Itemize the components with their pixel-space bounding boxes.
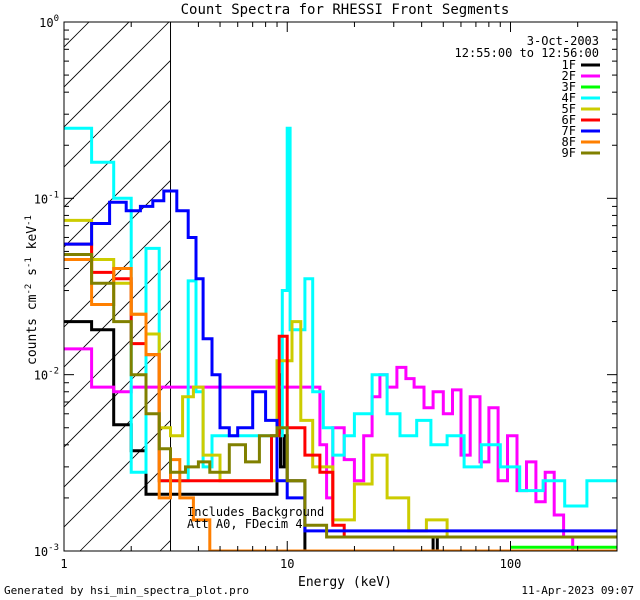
generated-by-label: Generated by hsi_min_spectra_plot.pro [4,584,249,597]
hatch-line [64,22,170,128]
hatch-line [64,379,171,488]
plot-frame [63,21,618,552]
y-axis-label-exp: -1 [24,257,34,268]
y-axis-label-exp: -1 [24,215,34,226]
series-line-9F [64,253,617,539]
date-label: 3-Oct-2003 [527,34,599,48]
axis-ticks [63,21,618,552]
y-axis-label-part: keV [25,226,40,257]
legend-label-1F: 1F [562,58,576,72]
series-group [64,126,617,551]
y-tick-label: 10-1 [34,190,59,206]
legend-label-8F: 8F [562,135,576,149]
x-tick-label: 1 [60,557,67,571]
hatch-line [64,419,171,528]
hatch-line [64,219,171,328]
legend-label-7F: 7F [562,124,576,138]
y-tick-label: 10-2 [34,367,59,383]
hatch-line [64,99,171,208]
y-axis-label: counts cm-2 s-1 keV-1 [24,215,40,365]
x-tick-label: 100 [500,557,522,571]
legend-label-4F: 4F [562,91,576,105]
legend-label-3F: 3F [562,80,576,94]
legend-label-5F: 5F [562,102,576,116]
x-axis-label: Energy (keV) [298,575,392,590]
chart-title: Count Spectra for RHESSI Front Segments [181,2,510,18]
hatch-line [64,59,171,168]
y-axis-label-part: counts cm [25,294,40,365]
y-tick-labels: 10-3 10-2 10-1 100 [34,14,59,559]
hatch-line [79,459,171,551]
y-tick-label: 100 [39,14,59,30]
legend-label-9F: 9F [562,146,576,160]
y-axis-label-part: s [25,268,40,284]
x-tick-labels: 1 10 100 [60,557,521,571]
legend-label-2F: 2F [562,69,576,83]
y-tick-label: 10-3 [34,543,59,559]
y-axis-label-exp: -2 [24,284,34,295]
series-line-7F [64,189,617,533]
legend-label-6F: 6F [562,113,576,127]
annotation-attenuator: Att A0, FDecim 4 [187,517,303,531]
time-range-label: 12:55:00 to 12:56:00 [455,46,600,60]
annotation-background: Includes Background [187,505,324,519]
x-tick-label: 10 [280,557,294,571]
generation-timestamp: 11-Apr-2023 09:07 [521,584,634,597]
